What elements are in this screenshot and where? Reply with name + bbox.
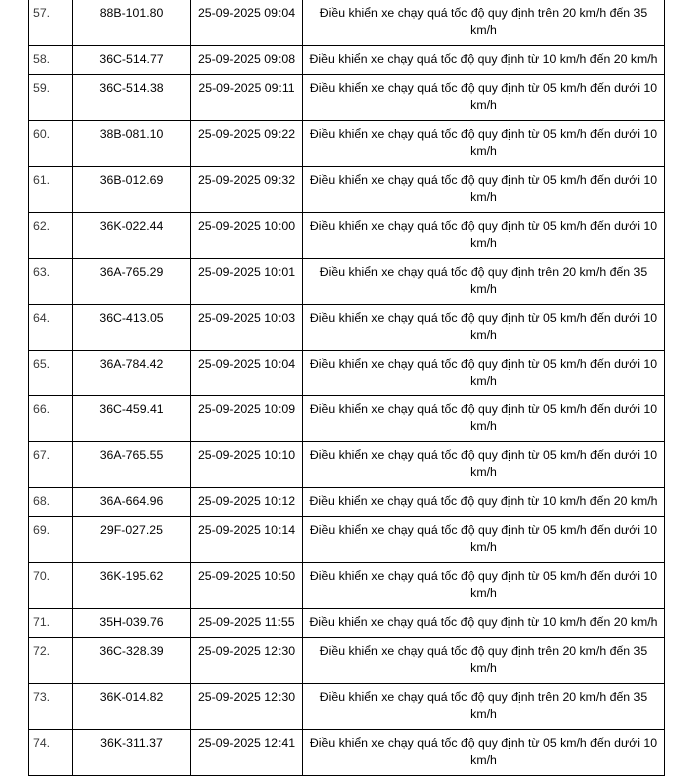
table-row: 66. 36C-459.41 25-09-2025 10:09 Điều khiển … [28, 395, 665, 443]
violation-description-cell: Điều khiển xe chạy quá tốc độ quy định t… [302, 683, 665, 731]
violation-index-cell: 61. [28, 165, 73, 213]
violation-index-cell: 65. [28, 349, 73, 397]
violation-datetime-cell: 25-09-2025 10:00 [190, 211, 303, 259]
violation-description-cell: Điều khiển xe chạy quá tốc độ quy định t… [302, 441, 665, 489]
violation-datetime-cell: 25-09-2025 11:55 [190, 608, 303, 639]
license-plate-cell: 36A-765.29 [72, 257, 191, 305]
violation-description-cell: Điều khiển xe chạy quá tốc độ quy định t… [302, 516, 665, 564]
violation-index-cell: 74. [28, 729, 73, 776]
violation-index-cell: 71. [28, 608, 73, 639]
violation-index-cell: 72. [28, 637, 73, 685]
violation-description-cell: Điều khiển xe chạy quá tốc độ quy định t… [302, 44, 665, 75]
traffic-violations-table: 57. 88B-101.80 25-09-2025 09:04 Điều khiển … [28, 0, 665, 776]
license-plate-cell: 36K-311.37 [72, 729, 191, 776]
violation-description-cell: Điều khiển xe chạy quá tốc độ quy định t… [302, 165, 665, 213]
violation-description-cell: Điều khiển xe chạy quá tốc độ quy định t… [302, 303, 665, 351]
table-row: 59. 36C-514.38 25-09-2025 09:11 Điều khiển … [28, 73, 665, 121]
license-plate-cell: 36C-514.38 [72, 73, 191, 121]
violation-description-cell: Điều khiển xe chạy quá tốc độ quy định t… [302, 608, 665, 639]
table-row: 63. 36A-765.29 25-09-2025 10:01 Điều khiển … [28, 257, 665, 305]
license-plate-cell: 36K-022.44 [72, 211, 191, 259]
license-plate-cell: 36K-195.62 [72, 562, 191, 610]
table-row: 68. 36A-664.96 25-09-2025 10:12 Điều khiển … [28, 487, 665, 518]
table-row: 72. 36C-328.39 25-09-2025 12:30 Điều khiển … [28, 637, 665, 685]
violation-datetime-cell: 25-09-2025 10:04 [190, 349, 303, 397]
violation-datetime-cell: 25-09-2025 10:03 [190, 303, 303, 351]
table-row: 71. 35H-039.76 25-09-2025 11:55 Điều khiển … [28, 608, 665, 639]
violation-index-cell: 64. [28, 303, 73, 351]
violation-datetime-cell: 25-09-2025 10:12 [190, 487, 303, 518]
table-row: 69. 29F-027.25 25-09-2025 10:14 Điều khiển … [28, 516, 665, 564]
violation-description-cell: Điều khiển xe chạy quá tốc độ quy định t… [302, 211, 665, 259]
table-row: 60. 38B-081.10 25-09-2025 09:22 Điều khiển … [28, 119, 665, 167]
violation-datetime-cell: 25-09-2025 12:30 [190, 683, 303, 731]
table-row: 64. 36C-413.05 25-09-2025 10:03 Điều khiển … [28, 303, 665, 351]
violation-description-cell: Điều khiển xe chạy quá tốc độ quy định t… [302, 349, 665, 397]
table-row: 62. 36K-022.44 25-09-2025 10:00 Điều khiển … [28, 211, 665, 259]
license-plate-cell: 36C-413.05 [72, 303, 191, 351]
violation-datetime-cell: 25-09-2025 09:32 [190, 165, 303, 213]
license-plate-cell: 35H-039.76 [72, 608, 191, 639]
license-plate-cell: 36C-514.77 [72, 44, 191, 75]
violation-description-cell: Điều khiển xe chạy quá tốc độ quy định t… [302, 0, 665, 46]
violation-description-cell: Điều khiển xe chạy quá tốc độ quy định t… [302, 73, 665, 121]
violation-datetime-cell: 25-09-2025 09:08 [190, 44, 303, 75]
license-plate-cell: 38B-081.10 [72, 119, 191, 167]
license-plate-cell: 36A-784.42 [72, 349, 191, 397]
violation-description-cell: Điều khiển xe chạy quá tốc độ quy định t… [302, 562, 665, 610]
violation-description-cell: Điều khiển xe chạy quá tốc độ quy định t… [302, 119, 665, 167]
violation-index-cell: 69. [28, 516, 73, 564]
violation-datetime-cell: 25-09-2025 12:30 [190, 637, 303, 685]
violation-description-cell: Điều khiển xe chạy quá tốc độ quy định t… [302, 729, 665, 776]
violation-index-cell: 67. [28, 441, 73, 489]
violation-index-cell: 58. [28, 44, 73, 75]
violation-datetime-cell: 25-09-2025 09:04 [190, 0, 303, 46]
violation-index-cell: 63. [28, 257, 73, 305]
violation-description-cell: Điều khiển xe chạy quá tốc độ quy định t… [302, 395, 665, 443]
violation-index-cell: 70. [28, 562, 73, 610]
violation-index-cell: 66. [28, 395, 73, 443]
violation-index-cell: 59. [28, 73, 73, 121]
license-plate-cell: 29F-027.25 [72, 516, 191, 564]
license-plate-cell: 36K-014.82 [72, 683, 191, 731]
violation-datetime-cell: 25-09-2025 10:01 [190, 257, 303, 305]
table-row: 73. 36K-014.82 25-09-2025 12:30 Điều khiển … [28, 683, 665, 731]
violation-datetime-cell: 25-09-2025 09:22 [190, 119, 303, 167]
table-body: 57. 88B-101.80 25-09-2025 09:04 Điều khiển … [28, 0, 665, 776]
table-row: 58. 36C-514.77 25-09-2025 09:08 Điều khiển … [28, 44, 665, 75]
license-plate-cell: 36A-765.55 [72, 441, 191, 489]
violation-description-cell: Điều khiển xe chạy quá tốc độ quy định t… [302, 257, 665, 305]
table-row: 65. 36A-784.42 25-09-2025 10:04 Điều khiển … [28, 349, 665, 397]
table-row: 74. 36K-311.37 25-09-2025 12:41 Điều khiển … [28, 729, 665, 776]
violation-description-cell: Điều khiển xe chạy quá tốc độ quy định t… [302, 637, 665, 685]
violation-datetime-cell: 25-09-2025 10:14 [190, 516, 303, 564]
license-plate-cell: 36C-459.41 [72, 395, 191, 443]
violation-index-cell: 68. [28, 487, 73, 518]
violation-index-cell: 57. [28, 0, 73, 46]
table-row: 61. 36B-012.69 25-09-2025 09:32 Điều khiển … [28, 165, 665, 213]
violation-description-cell: Điều khiển xe chạy quá tốc độ quy định t… [302, 487, 665, 518]
violation-datetime-cell: 25-09-2025 12:41 [190, 729, 303, 776]
license-plate-cell: 36C-328.39 [72, 637, 191, 685]
table-row: 67. 36A-765.55 25-09-2025 10:10 Điều khiển … [28, 441, 665, 489]
violation-datetime-cell: 25-09-2025 09:11 [190, 73, 303, 121]
license-plate-cell: 88B-101.80 [72, 0, 191, 46]
table-row: 57. 88B-101.80 25-09-2025 09:04 Điều khiển … [28, 0, 665, 46]
violation-index-cell: 60. [28, 119, 73, 167]
violation-datetime-cell: 25-09-2025 10:10 [190, 441, 303, 489]
violation-index-cell: 73. [28, 683, 73, 731]
violation-datetime-cell: 25-09-2025 10:09 [190, 395, 303, 443]
violation-datetime-cell: 25-09-2025 10:50 [190, 562, 303, 610]
violation-index-cell: 62. [28, 211, 73, 259]
license-plate-cell: 36A-664.96 [72, 487, 191, 518]
license-plate-cell: 36B-012.69 [72, 165, 191, 213]
table-row: 70. 36K-195.62 25-09-2025 10:50 Điều khiển … [28, 562, 665, 610]
